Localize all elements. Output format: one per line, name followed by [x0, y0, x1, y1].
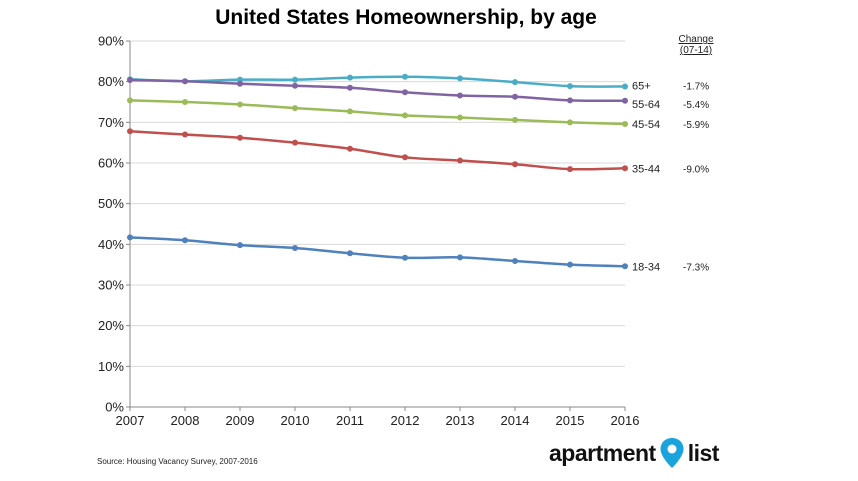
data-point-35-44: [182, 131, 188, 138]
chart-title: United States Homeownership, by age: [215, 6, 597, 29]
data-point-35-44: [402, 154, 408, 161]
x-tick-label: 2008: [171, 413, 200, 428]
data-point-18-34: [292, 244, 298, 251]
data-point-45-54: [402, 112, 408, 119]
data-point-55-64: [127, 77, 133, 84]
y-tick-label: 0%: [105, 400, 124, 415]
data-point-45-54: [237, 101, 243, 108]
location-pin-icon: [660, 438, 684, 468]
data-point-65plus: [512, 79, 518, 86]
data-point-65plus: [567, 83, 573, 90]
data-point-55-64: [402, 89, 408, 96]
data-point-18-34: [567, 261, 573, 268]
data-point-55-64: [347, 84, 353, 91]
data-point-55-64: [237, 80, 243, 87]
y-tick-label: 50%: [98, 196, 124, 211]
data-point-45-54: [622, 120, 628, 127]
data-point-45-54: [457, 114, 463, 121]
series-labels: 65+ 55-64 45-54 35-44 18-34: [632, 81, 660, 274]
x-tick-label: 2014: [501, 413, 530, 428]
series-label-65plus: 65+: [632, 81, 651, 93]
data-point-45-54: [512, 116, 518, 123]
y-tick-label: 70%: [98, 115, 124, 130]
change-value-65plus: -1.7%: [683, 82, 709, 93]
x-tick-label: 2010: [281, 413, 310, 428]
data-point-55-64: [182, 78, 188, 85]
y-tick-label: 20%: [98, 318, 124, 333]
data-point-65plus: [347, 74, 353, 81]
y-tick-label: 30%: [98, 278, 124, 293]
data-point-65plus: [622, 83, 628, 90]
data-point-18-34: [237, 242, 243, 249]
data-point-55-64: [292, 82, 298, 89]
change-column: -1.7% -5.4% -5.9% -9.0% -7.3% Change(07-14): [678, 34, 713, 273]
x-tick-label: 2009: [226, 413, 255, 428]
y-tick-label: 40%: [98, 237, 124, 252]
y-tick-label: 10%: [98, 359, 124, 374]
data-point-35-44: [457, 157, 463, 164]
data-point-35-44: [292, 139, 298, 146]
series-group: [127, 73, 628, 270]
data-point-45-54: [292, 105, 298, 112]
data-point-35-44: [127, 128, 133, 135]
x-tick-label: 2013: [446, 413, 475, 428]
series-line-35-44: [129, 130, 626, 171]
data-point-35-44: [237, 134, 243, 141]
change-header: Change: [678, 34, 713, 45]
data-point-18-34: [347, 250, 353, 257]
change-value-35-44: -9.0%: [683, 164, 709, 175]
x-tick-label: 2007: [116, 413, 145, 428]
change-value-45-54: -5.9%: [683, 120, 709, 131]
y-tick-label: 60%: [98, 156, 124, 171]
apartment-list-logo: apartment list: [549, 437, 719, 469]
data-point-45-54: [347, 108, 353, 115]
data-point-45-54: [182, 99, 188, 105]
change-value-55-64: -5.4%: [683, 100, 709, 111]
data-point-55-64: [567, 97, 573, 104]
series-line-45-54: [129, 99, 626, 126]
series-label-35-44: 35-44: [632, 163, 660, 175]
series-label-18-34: 18-34: [632, 261, 660, 273]
data-point-35-44: [347, 145, 353, 152]
change-header: (07-14): [680, 45, 712, 56]
y-tick-label: 80%: [98, 74, 124, 89]
series-line-55-64: [129, 78, 626, 103]
data-point-18-34: [457, 254, 463, 261]
x-tick-label: 2016: [611, 413, 640, 428]
x-tick-label: 2015: [556, 413, 585, 428]
data-point-65plus: [292, 76, 298, 83]
series-line-65plus: [129, 75, 626, 88]
axes: [126, 40, 626, 411]
data-point-45-54: [127, 97, 133, 104]
series-line-18-34: [129, 236, 626, 268]
x-tick-labels: 2007 2008 2009 2010 2011 2012 2013 2014 2015 2016: [116, 413, 640, 428]
change-value-18-34: -7.3%: [683, 262, 709, 273]
data-point-35-44: [567, 166, 573, 173]
data-point-18-34: [512, 258, 518, 265]
data-point-18-34: [622, 263, 628, 270]
data-point-65plus: [457, 75, 463, 82]
y-tick-label: 90%: [98, 34, 124, 49]
data-point-55-64: [512, 93, 518, 100]
data-point-35-44: [622, 165, 628, 172]
data-point-55-64: [457, 92, 463, 99]
data-point-65plus: [402, 73, 408, 80]
data-point-45-54: [567, 119, 573, 126]
data-point-18-34: [182, 237, 188, 244]
x-tick-label: 2012: [391, 413, 420, 428]
data-point-18-34: [402, 254, 408, 261]
data-point-35-44: [512, 161, 518, 168]
gridlines: [130, 40, 625, 367]
data-point-55-64: [622, 97, 628, 104]
series-label-55-64: 55-64: [632, 99, 660, 111]
y-tick-labels: 0% 10% 20% 30% 40% 50% 60% 70% 80% 90%: [98, 34, 124, 415]
series-label-45-54: 45-54: [632, 119, 660, 131]
logo-text-right: list: [687, 439, 720, 466]
logo-text-left: apartment: [549, 439, 656, 466]
data-point-18-34: [127, 234, 133, 241]
x-tick-label: 2011: [336, 413, 364, 428]
source-note: Source: Housing Vacancy Survey, 2007-201…: [97, 457, 258, 466]
